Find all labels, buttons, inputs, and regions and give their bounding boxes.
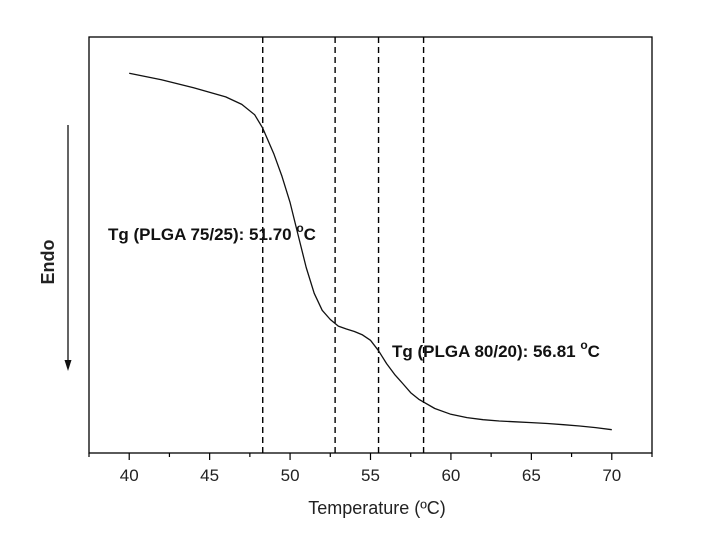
x-tick-label: 40 [120,466,139,485]
plot-area-border [88,36,653,454]
annotation-text: Tg (PLGA 75/25): 51.70 [108,225,296,244]
annotation-superscript: o [580,338,587,352]
annotation-text: Tg (PLGA 80/20): 56.81 [392,342,580,361]
x-tick-label: 55 [361,466,380,485]
series [129,72,612,431]
x-tick-label: 70 [602,466,621,485]
x-tick-label: 60 [441,466,460,485]
x-tick-label: 65 [522,466,541,485]
annotation-superscript: o [296,221,303,235]
reference-lines [262,37,425,453]
x-axis-tick-labels: 40 45 50 55 60 65 70 [120,466,621,485]
x-axis-ticks [88,453,653,460]
x-tick-label: 45 [200,466,219,485]
series-line [129,72,612,431]
tg-annotation-plga-80-20: Tg (PLGA 80/20): 56.81 oC [392,338,600,361]
y-axis-title: Endo [38,240,58,285]
annotation-unit: C [304,225,316,244]
annotation-unit: C [588,342,600,361]
arrow-head-icon [64,360,72,371]
x-tick-label: 50 [281,466,300,485]
endo-direction-arrow [64,125,72,371]
tg-annotation-plga-75-25: Tg (PLGA 75/25): 51.70 oC [108,221,316,244]
plot-frame [88,36,653,454]
x-axis-title: Temperature (ºC) [308,498,446,518]
